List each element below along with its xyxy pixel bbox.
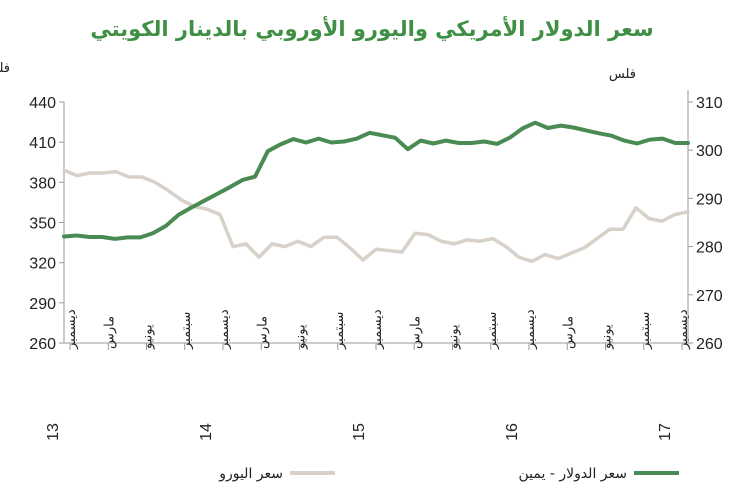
x-tick-label: سبتمبر — [332, 312, 347, 350]
right-axis: 260 270 280 290 300 310 — [687, 90, 723, 353]
right-tick-label: 310 — [696, 95, 723, 112]
x-year-label: 17 — [657, 423, 674, 441]
x-tick-label: يونيو — [141, 324, 156, 350]
x-tick-label: مارس — [561, 316, 576, 349]
x-year-label: 13 — [45, 423, 62, 441]
x-year-label: 16 — [504, 423, 521, 441]
right-tick-label: 290 — [696, 191, 723, 208]
x-tick-label: يونيو — [294, 324, 309, 350]
right-tick-label: 260 — [696, 336, 723, 353]
x-tick-label: سبتمبر — [638, 312, 653, 350]
x-year-label: 14 — [198, 423, 215, 441]
left-axis: 260 290 320 350 380 410 440 — [29, 95, 65, 353]
x-tick-label: ديسمبر — [64, 309, 79, 350]
x-tick-label: ديسمبر — [676, 309, 691, 350]
right-unit-label: فلس — [609, 67, 636, 82]
right-tick-label: 280 — [696, 240, 723, 257]
x-axis: ديسمبر مارس يونيو سبتمبر ديسمبر مارس يونيو سبتم… — [45, 309, 691, 441]
x-tick-label: مارس — [102, 316, 117, 349]
left-tick-label: 440 — [29, 95, 56, 112]
x-tick-label: ديسمبر — [370, 309, 385, 350]
x-tick-label: يونيو — [447, 324, 462, 350]
left-tick-label: 380 — [29, 175, 56, 192]
x-tick-label: سبتمبر — [179, 312, 194, 350]
x-tick-label: ديسمبر — [523, 309, 538, 350]
left-tick-label: 320 — [29, 256, 56, 273]
legend-label-dollar: سعر الدولار - يمين — [519, 466, 628, 482]
plot-lines — [62, 120, 690, 264]
dollar-price-line — [62, 120, 690, 241]
left-tick-label: 350 — [29, 216, 56, 233]
x-tick-label: سبتمبر — [485, 312, 500, 350]
left-tick-label: 410 — [29, 135, 56, 152]
x-tick-label: مارس — [255, 316, 270, 349]
chart-title: سعر الدولار الأمريكي واليورو الأوروبي با… — [90, 15, 653, 41]
right-tick-label: 300 — [696, 143, 723, 160]
right-tick-label: 270 — [696, 288, 723, 305]
x-tick-label: مارس — [408, 316, 423, 349]
left-unit-label: فلس — [0, 61, 10, 76]
left-tick-label: 260 — [29, 336, 56, 353]
left-tick-label: 290 — [29, 296, 56, 313]
legend: سعر الدولار - يمين سعر اليورو — [218, 466, 679, 482]
x-year-label: 15 — [351, 423, 368, 441]
x-tick-label: يونيو — [600, 324, 615, 350]
euro-price-line — [62, 168, 690, 264]
x-tick-label: ديسمبر — [217, 309, 232, 350]
legend-label-euro: سعر اليورو — [218, 466, 283, 482]
